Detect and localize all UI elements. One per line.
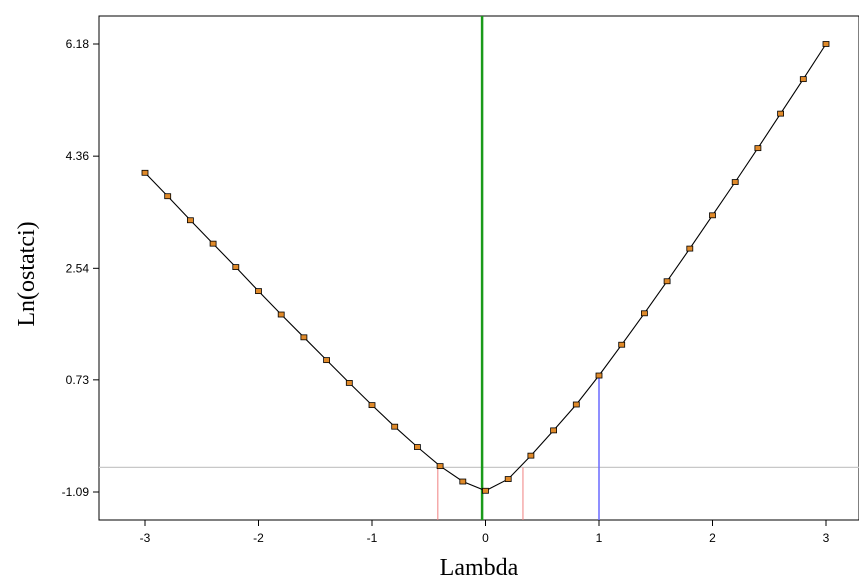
y-tick-label: -1.09 <box>62 485 90 499</box>
y-axis: -1.09 0.73 2.54 4.36 6.18 <box>62 37 99 499</box>
data-point-marker <box>618 341 626 348</box>
data-point-marker <box>482 487 489 494</box>
data-point-marker <box>731 179 739 185</box>
data-point-marker <box>277 311 285 318</box>
data-point-marker <box>368 402 376 409</box>
data-point-marker <box>686 245 694 252</box>
data-point-marker <box>232 264 240 270</box>
x-tick-label: -3 <box>140 531 151 545</box>
y-tick-label: 4.36 <box>66 149 90 163</box>
data-point-marker <box>255 288 262 295</box>
data-point-marker <box>141 169 149 176</box>
data-point-marker <box>164 193 172 200</box>
data-point-marker <box>799 76 807 83</box>
data-point-marker <box>345 380 353 386</box>
x-tick-label: 3 <box>823 531 830 545</box>
data-point-marker <box>527 452 535 459</box>
data-point-marker <box>300 334 308 341</box>
data-point-marker <box>709 212 716 219</box>
data-point-marker <box>663 278 671 285</box>
data-point-marker <box>413 444 421 450</box>
data-point-marker <box>822 41 830 47</box>
x-tick-label: 2 <box>709 531 716 545</box>
data-point-marker <box>777 110 784 117</box>
x-axis-title: Lambda <box>440 555 519 581</box>
data-point-marker <box>323 357 331 364</box>
data-point-marker <box>209 240 217 247</box>
y-tick-label: 6.18 <box>66 37 90 51</box>
x-tick-label: 0 <box>482 531 489 545</box>
reference-lines <box>99 16 859 520</box>
y-axis-title: Ln(ostatci) <box>14 221 40 326</box>
plot-frame <box>98 15 859 521</box>
y-tick-label: 2.54 <box>66 261 90 275</box>
data-point-marker <box>436 463 444 470</box>
series-line <box>144 43 827 492</box>
data-point-marker <box>459 478 467 485</box>
y-tick-label: 0.73 <box>66 373 90 387</box>
data-point-marker <box>391 423 399 430</box>
data-point-marker <box>754 145 762 152</box>
data-point-marker <box>572 401 580 408</box>
x-tick-label: -2 <box>253 531 264 545</box>
data-point-marker <box>550 427 557 434</box>
data-point-marker <box>504 476 512 482</box>
series-group <box>141 41 830 494</box>
data-point-marker <box>641 310 648 317</box>
data-point-marker <box>186 217 194 224</box>
data-point-marker <box>595 372 603 379</box>
x-axis: -3 -2 -1 0 1 2 3 <box>140 520 830 545</box>
x-tick-label: -1 <box>367 531 378 545</box>
x-tick-label: 1 <box>596 531 603 545</box>
